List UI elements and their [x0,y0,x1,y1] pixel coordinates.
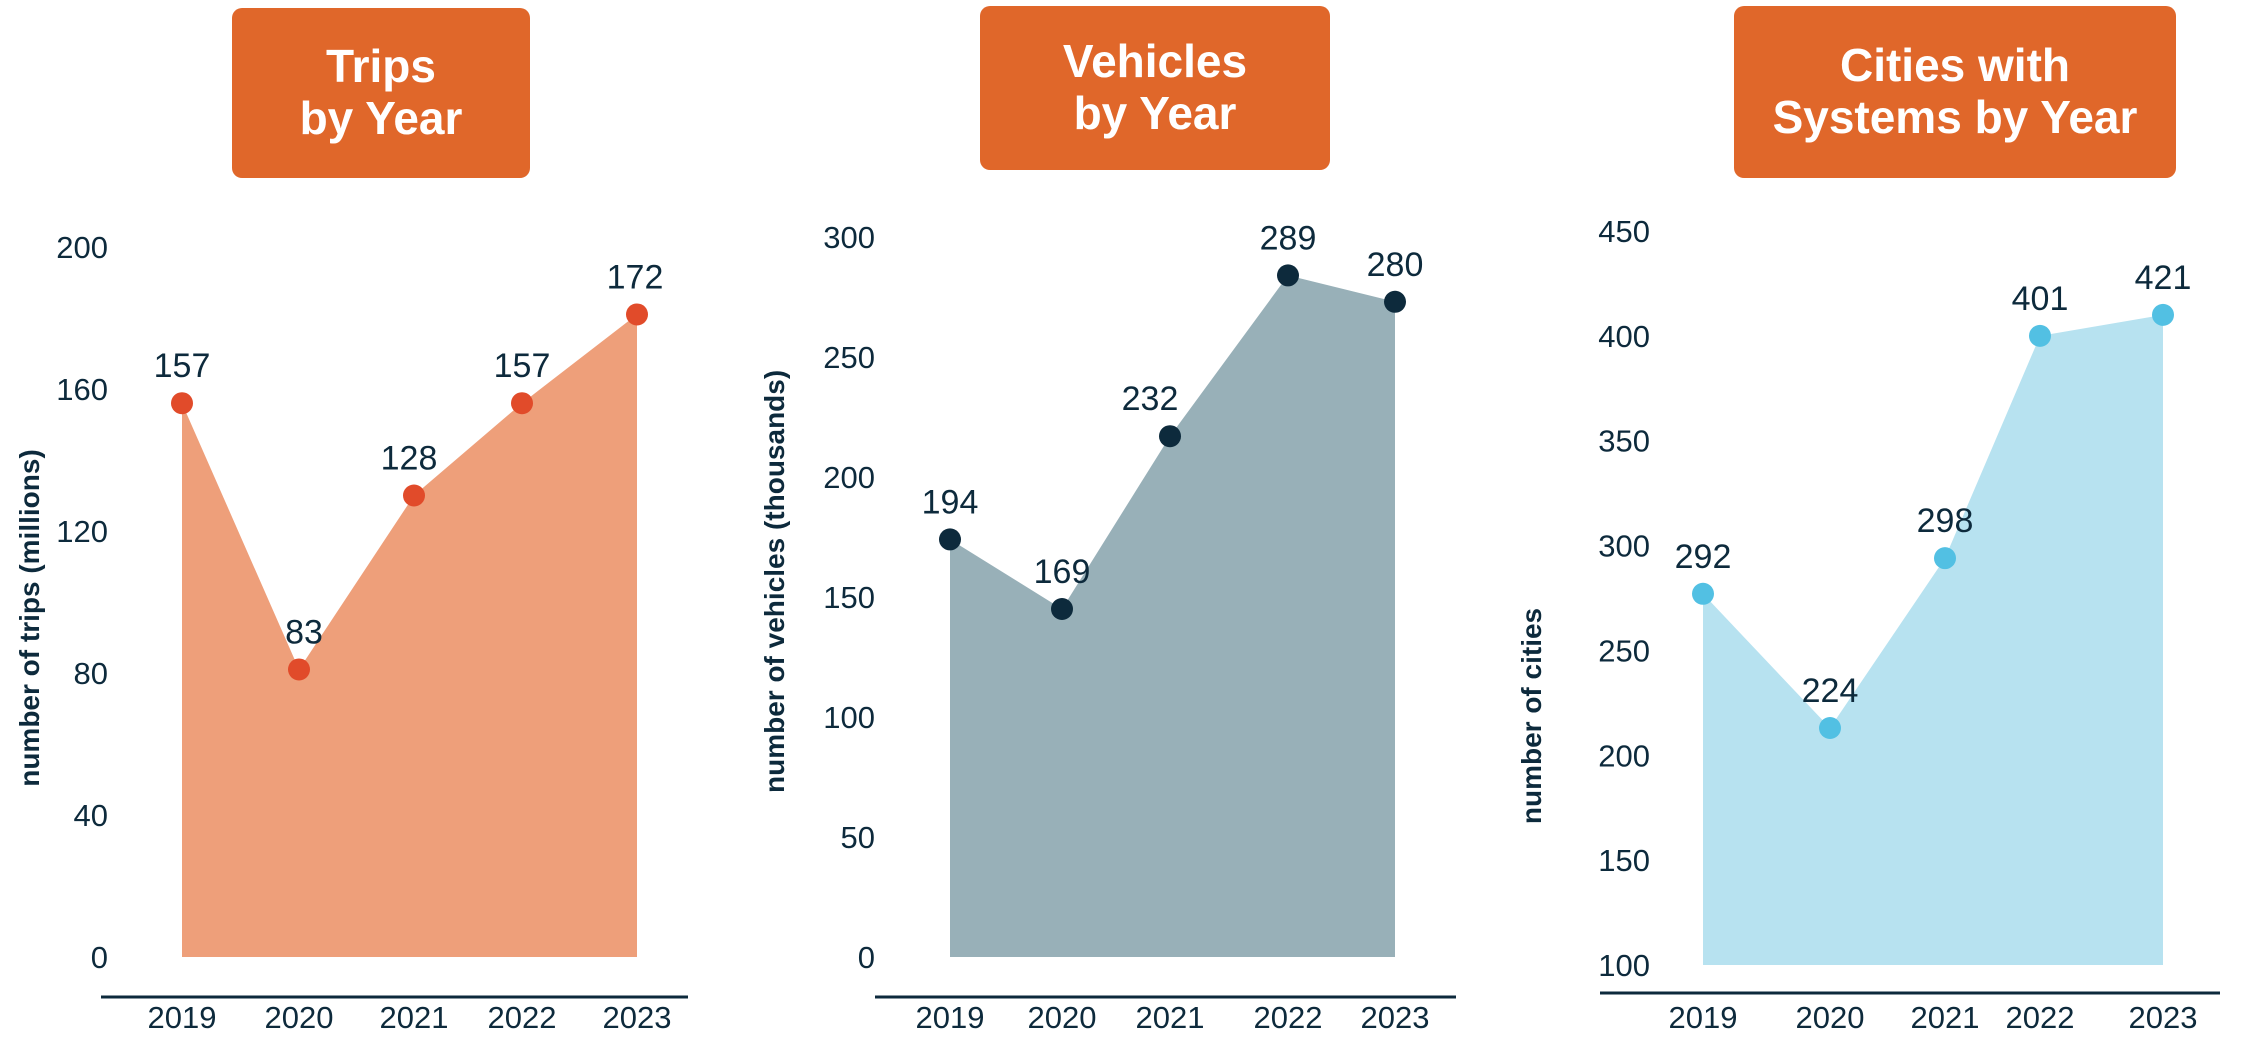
trips-data-point [403,484,425,507]
cities-x-tick-label: 2023 [2129,1000,2198,1035]
cities-data-point [1692,582,1714,605]
vehicles-y-tick-label: 150 [823,580,875,615]
vehicles-x-tick-label: 2021 [1136,1000,1205,1035]
cities-data-label: 292 [1675,538,1732,576]
cities-data-point [1934,547,1956,570]
trips-data-label: 172 [607,258,664,296]
trips-data-point [171,392,193,415]
cities-data-point [2029,324,2051,347]
vehicles-y-tick-label: 250 [823,340,875,375]
vehicles-y-tick-label: 200 [823,460,875,495]
cities-y-tick-label: 350 [1598,424,1650,459]
vehicles-chart-title: Vehicles by Year [980,6,1330,170]
cities-data-point [2152,303,2174,326]
cities-data-point [1819,717,1841,740]
cities-data-label: 298 [1917,502,1974,540]
vehicles-data-label: 194 [922,483,979,521]
vehicles-x-tick-label: 2023 [1361,1000,1430,1035]
trips-x-tick-label: 2021 [380,1000,449,1035]
cities-y-tick-label: 100 [1598,948,1650,983]
vehicles-x-tick-label: 2022 [1254,1000,1323,1035]
vehicles-data-point [1277,264,1299,287]
cities-data-label: 401 [2012,280,2069,318]
trips-y-tick-label: 200 [56,230,108,265]
vehicles-data-label: 280 [1367,246,1424,284]
cities-y-tick-label: 300 [1598,529,1650,564]
trips-y-tick-label: 40 [74,798,108,833]
cities-x-tick-label: 2022 [2006,1000,2075,1035]
vehicles-y-tick-label: 300 [823,220,875,255]
vehicles-y-tick-label: 50 [841,820,875,855]
vehicles-data-label: 232 [1122,380,1179,418]
cities-data-label: 224 [1802,672,1859,710]
vehicles-data-label: 289 [1260,219,1317,257]
vehicles-data-label: 169 [1034,553,1091,591]
trips-y-tick-label: 80 [74,656,108,691]
trips-x-tick-label: 2023 [603,1000,672,1035]
vehicles-data-point [1051,598,1073,620]
trips-data-label: 83 [285,613,323,651]
trips-data-label: 157 [154,347,211,385]
vehicles-x-tick-label: 2020 [1028,1000,1097,1035]
trips-data-point [626,303,648,326]
trips-area-fill [182,314,637,957]
trips-data-label: 157 [494,347,551,385]
vehicles-y-tick-label: 0 [858,940,875,975]
trips-x-tick-label: 2019 [148,1000,217,1035]
cities-y-tick-label: 250 [1598,633,1650,668]
cities-x-tick-label: 2019 [1669,1000,1738,1035]
cities-y-tick-label: 450 [1598,214,1650,249]
trips-data-point [288,658,310,681]
cities-y-tick-label: 200 [1598,738,1650,773]
trips-x-tick-label: 2022 [488,1000,557,1035]
cities-area-fill [1703,314,2163,965]
trips-data-point [511,392,533,415]
trips-x-tick-label: 2020 [265,1000,334,1035]
vehicles-x-tick-label: 2019 [916,1000,985,1035]
vehicles-data-point [1384,290,1406,313]
trips-data-label: 128 [381,440,438,478]
vehicles-data-point [939,528,961,551]
cities-y-tick-label: 150 [1598,843,1650,878]
cities-x-tick-label: 2021 [1911,1000,1980,1035]
vehicles-data-point [1159,425,1181,448]
trips-y-tick-label: 0 [91,940,108,975]
trips-y-tick-label: 160 [56,372,108,407]
vehicles-area-fill [950,275,1395,957]
cities-data-label: 421 [2135,259,2192,297]
cities-chart-title: Cities with Systems by Year [1734,6,2176,178]
cities-x-tick-label: 2020 [1796,1000,1865,1035]
vehicles-y-tick-label: 100 [823,700,875,735]
cities-y-tick-label: 400 [1598,319,1650,354]
trips-chart-title: Trips by Year [232,8,530,178]
trips-y-tick-label: 120 [56,514,108,549]
